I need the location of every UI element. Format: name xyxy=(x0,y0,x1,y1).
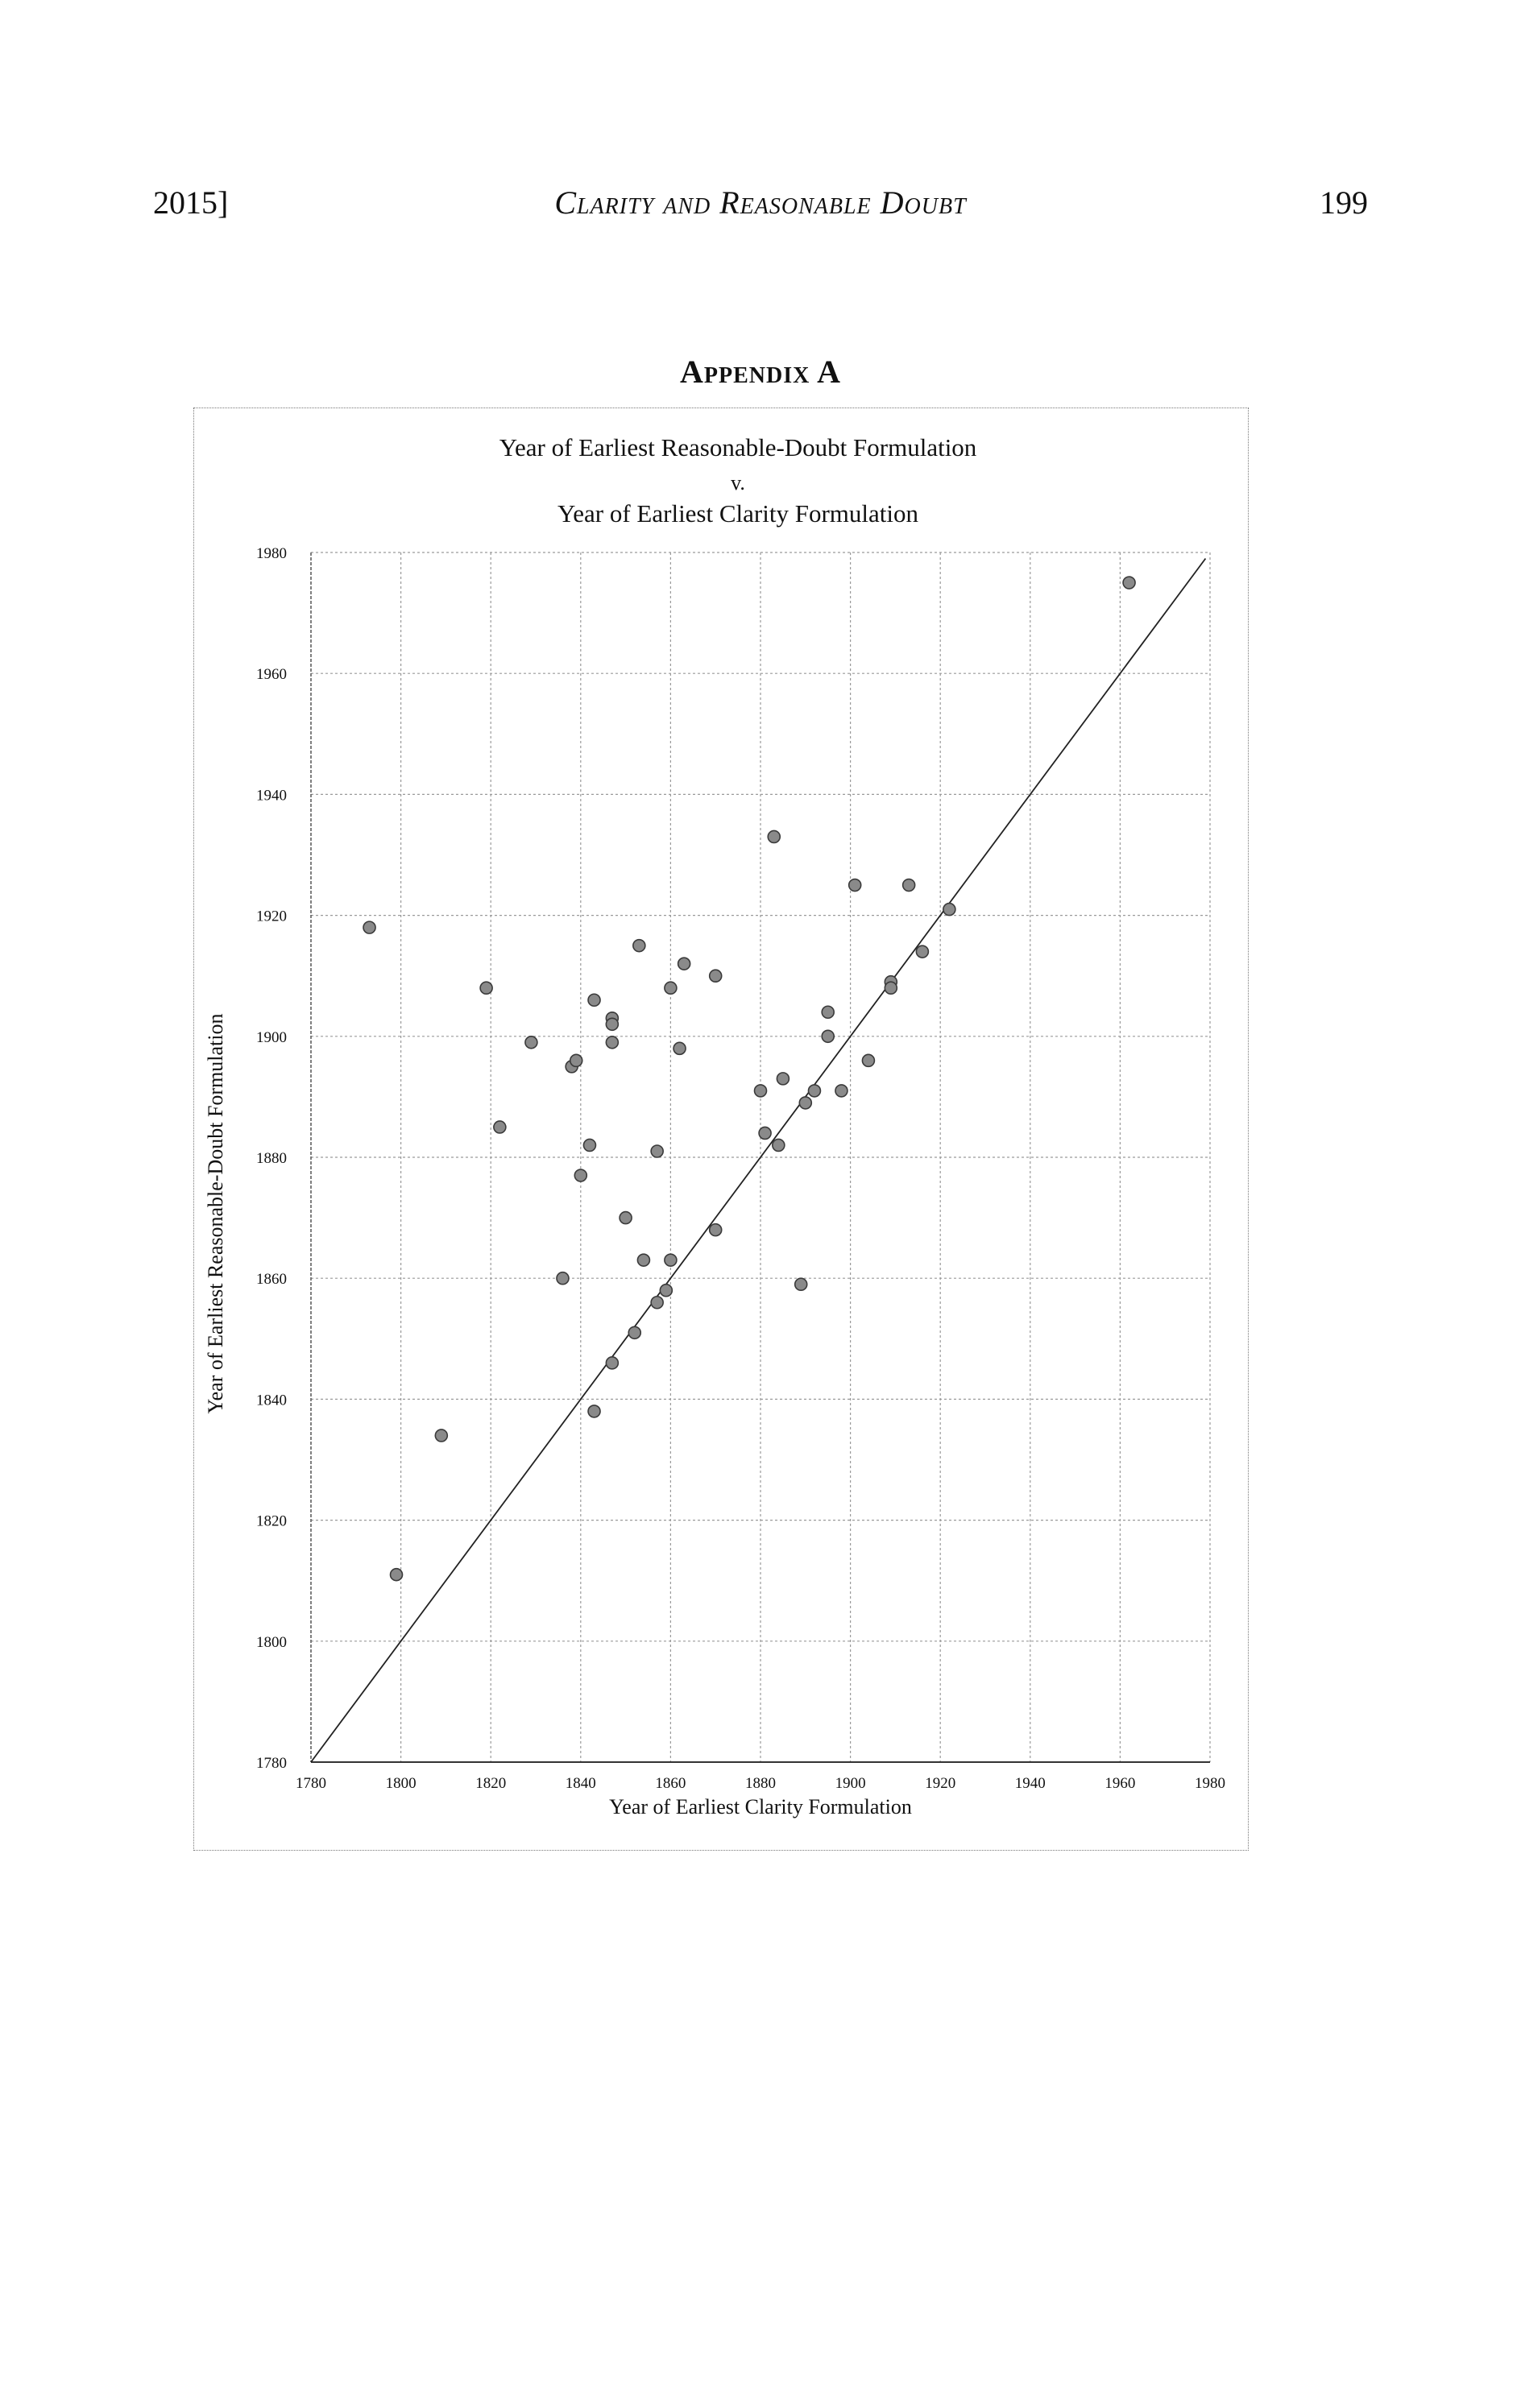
page-number: 199 xyxy=(1320,184,1368,221)
data-point xyxy=(677,957,691,970)
x-tick-label: 1880 xyxy=(745,1775,776,1792)
data-point xyxy=(767,830,781,844)
data-point xyxy=(434,1429,449,1442)
x-tick-label: 1860 xyxy=(655,1775,686,1792)
x-tick-label: 1800 xyxy=(386,1775,417,1792)
data-point xyxy=(1122,576,1136,590)
x-axis-label: Year of Earliest Clarity Formulation xyxy=(609,1795,912,1818)
data-points xyxy=(363,576,1136,1582)
data-point xyxy=(807,1084,822,1098)
chart-axes xyxy=(310,552,1210,1763)
y-tick-label: 1980 xyxy=(256,545,287,562)
volume-year: 2015] xyxy=(153,184,229,221)
data-point xyxy=(772,1138,785,1152)
chart-title-line: Year of Earliest Reasonable-Doubt Formul… xyxy=(499,433,977,461)
data-point xyxy=(650,1144,664,1158)
reference-line xyxy=(310,557,1207,1763)
x-tick-label: 1980 xyxy=(1195,1775,1225,1792)
data-point xyxy=(776,1072,790,1086)
chart-title: Year of Earliest Reasonable-Doubt Formul… xyxy=(499,433,977,528)
x-tick-label: 1820 xyxy=(475,1775,506,1792)
x-tick-label: 1940 xyxy=(1015,1775,1046,1792)
chart-title-line: v. xyxy=(731,471,745,494)
y-tick-label: 1800 xyxy=(256,1634,287,1651)
y-tick-label: 1900 xyxy=(256,1029,287,1046)
data-point xyxy=(636,1253,651,1267)
data-point xyxy=(524,1036,538,1049)
y-tick-label: 1880 xyxy=(256,1150,287,1167)
data-point xyxy=(556,1271,570,1285)
data-point xyxy=(821,1005,835,1020)
data-point xyxy=(659,1283,673,1297)
y-axis-label: Year of Earliest Reasonable-Doubt Formul… xyxy=(204,1013,227,1413)
data-point xyxy=(574,1169,588,1182)
data-point xyxy=(835,1084,848,1098)
x-tick-label: 1900 xyxy=(835,1775,866,1792)
x-tick-label: 1960 xyxy=(1104,1775,1135,1792)
data-point xyxy=(587,1405,601,1418)
y-tick-label: 1960 xyxy=(256,666,287,683)
y-tick-label: 1940 xyxy=(256,787,287,804)
data-point xyxy=(582,1138,597,1152)
y-tick-label: 1820 xyxy=(256,1513,287,1530)
reference-line-group xyxy=(310,557,1207,1763)
x-tick-label: 1780 xyxy=(296,1775,326,1792)
running-head: 2015] Clarity and Reasonable Doubt 199 xyxy=(153,184,1368,229)
data-point xyxy=(943,902,956,916)
data-point xyxy=(650,1295,664,1310)
data-point xyxy=(632,938,646,953)
y-tick-label: 1840 xyxy=(256,1392,287,1409)
figure-frame xyxy=(193,408,1249,1851)
y-tick-label: 1920 xyxy=(256,908,287,925)
data-point xyxy=(708,969,723,983)
y-tick-label: 1780 xyxy=(256,1755,287,1772)
data-point xyxy=(363,921,376,934)
axis-labels: 1780 1800 1820 1840 1860 1880 1900 1920 1940 1960… xyxy=(204,545,1225,1818)
data-point xyxy=(848,878,862,892)
article-title: Clarity and Reasonable Doubt xyxy=(554,184,967,221)
data-point xyxy=(628,1326,642,1340)
data-point xyxy=(798,1096,813,1110)
data-point xyxy=(708,1223,723,1237)
data-point xyxy=(664,981,678,995)
data-point xyxy=(861,1053,876,1068)
data-point xyxy=(605,1017,620,1032)
data-point xyxy=(821,1029,835,1044)
data-point xyxy=(673,1041,686,1056)
data-point xyxy=(794,1277,808,1292)
data-point xyxy=(758,1126,772,1140)
data-point xyxy=(664,1253,678,1267)
data-point xyxy=(915,945,930,958)
data-point xyxy=(389,1567,404,1582)
data-point xyxy=(901,878,916,892)
x-tick-label: 1840 xyxy=(566,1775,596,1792)
data-point xyxy=(619,1210,632,1225)
appendix-heading: Appendix A xyxy=(679,354,841,390)
data-point xyxy=(493,1120,507,1134)
data-point xyxy=(479,981,493,995)
data-point xyxy=(753,1084,768,1098)
data-point xyxy=(605,1036,620,1049)
x-tick-label: 1920 xyxy=(925,1775,955,1792)
data-point xyxy=(569,1053,583,1068)
y-tick-label: 1860 xyxy=(256,1271,287,1288)
data-point xyxy=(884,981,898,995)
chart-title-line: Year of Earliest Clarity Formulation xyxy=(557,499,919,528)
data-point xyxy=(605,1356,620,1370)
data-point xyxy=(587,993,601,1007)
